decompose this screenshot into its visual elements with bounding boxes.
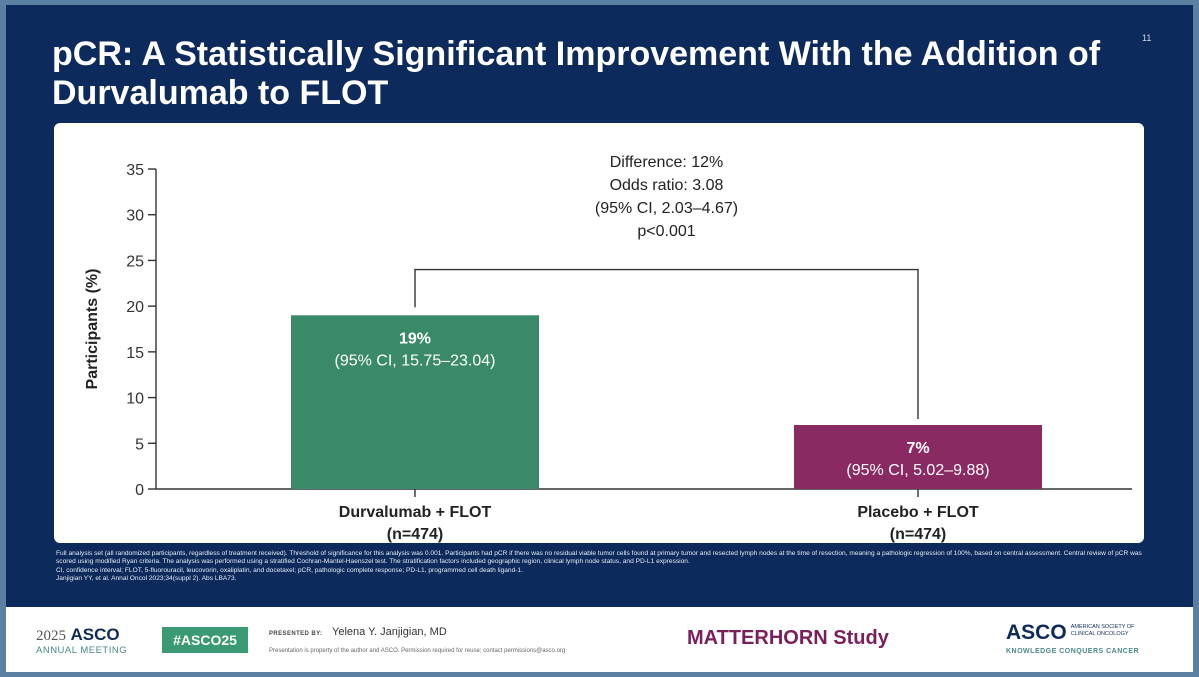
bar-ci-label: (95% CI, 5.02–9.88) bbox=[846, 462, 989, 479]
permission-notice: Presentation is property of the author a… bbox=[269, 648, 566, 654]
y-tick-label: 5 bbox=[135, 436, 144, 453]
y-tick-label: 35 bbox=[126, 162, 144, 179]
y-tick-label: 25 bbox=[126, 253, 144, 270]
bar-ci-label: (95% CI, 15.75–23.04) bbox=[335, 352, 496, 369]
study-name: MATTERHORN Study bbox=[687, 627, 889, 649]
category-label: Durvalumab + FLOT bbox=[339, 504, 492, 521]
asco-tagline: KNOWLEDGE CONQUERS CANCER bbox=[1006, 648, 1140, 655]
footnote-abbreviations: CI, confidence interval; FLOT, 5-fluorou… bbox=[56, 566, 523, 574]
footnote-analysis: Full analysis set (all randomized partic… bbox=[56, 550, 1142, 566]
y-tick-label: 0 bbox=[135, 482, 144, 499]
y-tick-label: 20 bbox=[126, 299, 144, 316]
footer: 2025 ASCO ANNUAL MEETING #ASCO25 PRESENT… bbox=[6, 607, 1193, 672]
bar bbox=[291, 315, 539, 489]
meeting-year: 2025 bbox=[36, 628, 66, 644]
comparison-stat-line: Odds ratio: 3.08 bbox=[610, 177, 724, 194]
y-tick-label: 30 bbox=[126, 208, 144, 225]
comparison-stat-line: p<0.001 bbox=[637, 223, 695, 240]
presenter-name: Yelena Y. Janjigian, MD bbox=[332, 626, 447, 638]
bar-value-label: 19% bbox=[399, 330, 431, 347]
asco-wordmark: ASCO bbox=[1006, 621, 1067, 644]
footnotes: Full analysis set (all randomized partic… bbox=[56, 550, 1146, 584]
slide-title: pCR: A Statistically Significant Improve… bbox=[52, 35, 1101, 112]
asco-logo: ASCO AMERICAN SOCIETY OF CLINICAL ONCOLOG… bbox=[1006, 621, 1153, 655]
asco-society-name: AMERICAN SOCIETY OF CLINICAL ONCOLOGY bbox=[1070, 624, 1135, 637]
chart-panel: 0 5 10 15 20 25 30 35 Participants (%) 19% (95% CI… bbox=[54, 123, 1144, 543]
hashtag-badge: #ASCO25 bbox=[162, 627, 248, 653]
y-tick-label: 10 bbox=[126, 391, 144, 408]
y-tick-label: 15 bbox=[126, 345, 144, 362]
asco-annual-meeting-logo: 2025 ASCO ANNUAL MEETING bbox=[36, 625, 127, 656]
y-axis-title: Participants (%) bbox=[84, 269, 101, 390]
slide: pCR: A Statistically Significant Improve… bbox=[6, 5, 1193, 672]
category-n-label: (n=474) bbox=[387, 526, 443, 543]
category-n-label: (n=474) bbox=[890, 526, 946, 543]
bar-chart: 0 5 10 15 20 25 30 35 Participants (%) 19% (95% CI… bbox=[84, 154, 1132, 543]
presented-by-label: PRESENTED BY: bbox=[269, 631, 323, 637]
page-number: 11 bbox=[1142, 33, 1152, 43]
footnote-reference: Janjigian YY, et al. Annal Oncol 2023;34… bbox=[56, 575, 237, 583]
meeting-brand: ASCO bbox=[70, 625, 120, 644]
comparison-bracket bbox=[414, 268, 919, 419]
comparison-stat-line: Difference: 12% bbox=[610, 154, 724, 171]
bar bbox=[794, 425, 1042, 489]
category-label: Placebo + FLOT bbox=[857, 504, 979, 521]
comparison-stat-line: (95% CI, 2.03–4.67) bbox=[595, 200, 738, 217]
meeting-subtitle: ANNUAL MEETING bbox=[36, 645, 128, 656]
bar-value-label: 7% bbox=[906, 440, 929, 457]
